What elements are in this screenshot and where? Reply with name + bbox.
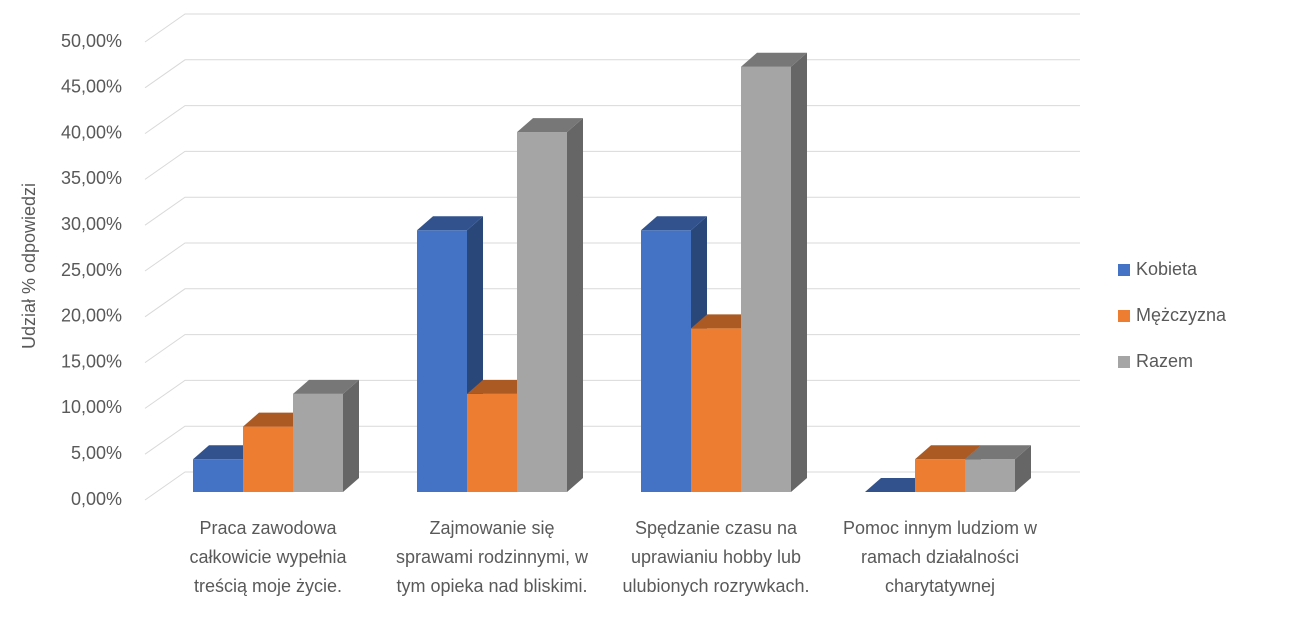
legend-label: Razem — [1136, 351, 1193, 371]
x-tick-label: Spędzanie czasu na uprawianiu hobby lub … — [622, 518, 810, 596]
bar-top — [965, 445, 1031, 460]
bar-top — [193, 445, 259, 460]
grid-line — [144, 242, 1080, 272]
x-tick-label: Praca zawodowa całkowicie wypełnia treśc… — [189, 518, 347, 596]
y-tick-label: 45,00% — [61, 77, 122, 97]
bar-side — [791, 52, 807, 492]
y-tick-label: 10,00% — [61, 397, 122, 417]
bar — [517, 132, 567, 492]
y-tick-label: 50,00% — [61, 31, 122, 51]
y-tick-label: 25,00% — [61, 260, 122, 280]
grid-line — [144, 288, 1080, 318]
bar — [467, 393, 517, 492]
bar — [691, 328, 741, 492]
bar — [193, 459, 243, 492]
bar-top — [243, 412, 309, 427]
y-tick-label: 15,00% — [61, 351, 122, 371]
bar — [293, 393, 343, 492]
x-tick-label: Pomoc innym ludziom w ramach działalnośc… — [842, 518, 1038, 596]
bar-side — [1015, 445, 1031, 492]
y-tick-label: 40,00% — [61, 122, 122, 142]
legend-swatch — [1118, 356, 1130, 368]
bar-top — [517, 118, 583, 133]
grid-line — [144, 334, 1080, 364]
bar-side — [567, 118, 583, 492]
y-tick-label: 0,00% — [71, 489, 122, 509]
grid-line — [144, 13, 1080, 43]
bar — [417, 230, 467, 492]
legend-swatch — [1118, 310, 1130, 322]
bar-top — [293, 379, 359, 394]
bar-top — [691, 314, 757, 329]
grid-line — [144, 150, 1080, 180]
y-tick-label: 5,00% — [71, 443, 122, 463]
bar-top — [417, 216, 483, 231]
bar-top — [467, 379, 533, 394]
bar — [641, 230, 691, 492]
bar — [741, 66, 791, 492]
y-tick-label: 35,00% — [61, 168, 122, 188]
bar-top — [865, 478, 931, 492]
bar — [915, 459, 965, 492]
y-tick-label: 20,00% — [61, 306, 122, 326]
legend-swatch — [1118, 264, 1130, 276]
bar-top — [741, 52, 807, 67]
legend-label: Mężczyzna — [1136, 305, 1227, 325]
grid-line — [144, 59, 1080, 89]
grid-line — [144, 379, 1080, 409]
x-tick-label: Zajmowanie się sprawami rodzinnymi, w ty… — [395, 518, 589, 596]
y-tick-label: 30,00% — [61, 214, 122, 234]
bar — [243, 426, 293, 492]
bar-top — [641, 216, 707, 231]
legend-label: Kobieta — [1136, 259, 1198, 279]
grid-line — [144, 196, 1080, 226]
bar-top — [915, 445, 981, 460]
bar-side — [343, 379, 359, 492]
grid-line — [144, 105, 1080, 135]
y-axis-title: Udział % odpowiedzi — [19, 183, 39, 349]
bar — [965, 459, 1015, 492]
